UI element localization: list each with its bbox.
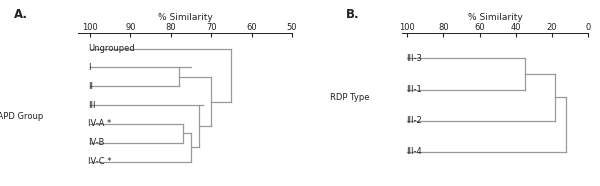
Text: I: I <box>88 63 91 72</box>
Text: IV-C *: IV-C * <box>88 157 112 166</box>
Text: A.: A. <box>14 8 28 21</box>
Text: RDP Type: RDP Type <box>330 93 370 102</box>
X-axis label: % Similarity: % Similarity <box>158 13 212 22</box>
Text: RAPD Group: RAPD Group <box>0 112 44 121</box>
Text: II: II <box>88 82 93 91</box>
Text: IV-A *: IV-A * <box>88 119 112 129</box>
Text: IV-B: IV-B <box>88 138 104 147</box>
Text: III-1: III-1 <box>406 85 422 94</box>
Text: Ungrouped: Ungrouped <box>88 44 135 53</box>
Text: III: III <box>88 101 95 110</box>
Text: III-2: III-2 <box>406 116 422 125</box>
X-axis label: % Similarity: % Similarity <box>467 13 523 22</box>
Text: III-3: III-3 <box>406 54 422 63</box>
Text: III-4: III-4 <box>406 147 422 156</box>
Text: B.: B. <box>346 8 360 21</box>
